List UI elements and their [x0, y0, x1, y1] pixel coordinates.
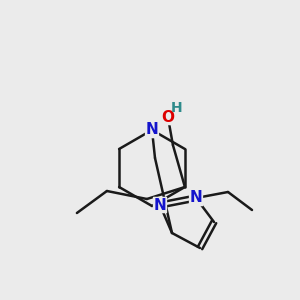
- Text: H: H: [171, 101, 183, 115]
- Text: N: N: [146, 122, 158, 137]
- Text: O: O: [161, 110, 174, 124]
- Text: N: N: [154, 197, 166, 212]
- Text: N: N: [190, 190, 202, 206]
